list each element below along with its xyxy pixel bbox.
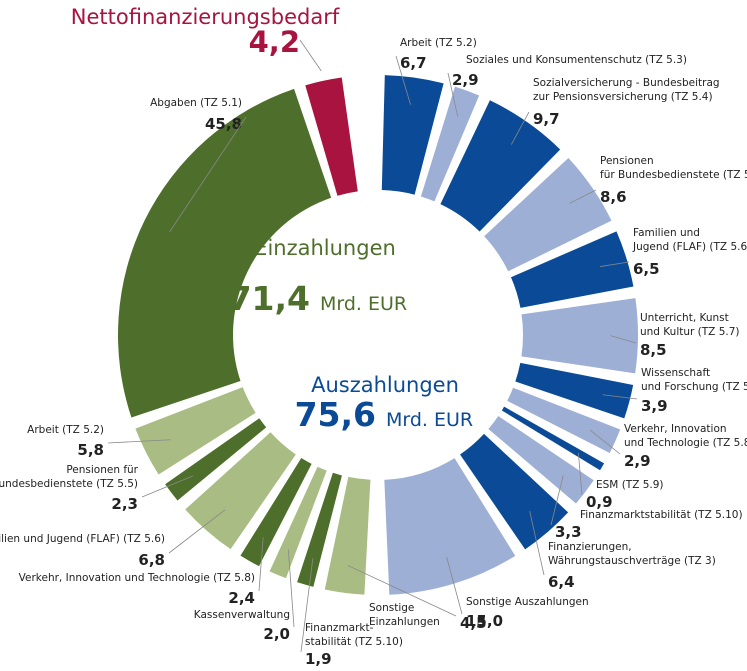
segment <box>324 476 371 595</box>
segment <box>118 88 332 418</box>
leader-line <box>510 111 530 145</box>
value-label: 8,6 <box>600 188 627 206</box>
leader-line <box>447 72 459 117</box>
leader-line <box>300 558 314 653</box>
segment-label: Sonstige Einzahlungen <box>369 602 440 628</box>
value-label: 45,8 <box>205 115 242 133</box>
segment <box>440 100 561 232</box>
value-label: 2,4 <box>228 589 255 607</box>
segment <box>420 86 480 202</box>
leader-line <box>446 557 463 615</box>
segment <box>507 387 621 453</box>
leader-line <box>287 549 295 628</box>
segment-label: Kassenverwaltung <box>194 609 290 621</box>
segment <box>384 458 516 595</box>
segment-label: Unterricht, Kunst und Kultur (TZ 5.7) <box>640 312 740 338</box>
value-label: 8,5 <box>640 341 667 359</box>
segment <box>135 387 256 475</box>
income-title: Einzahlungen <box>254 236 396 260</box>
segment <box>521 298 639 374</box>
segment <box>240 458 312 567</box>
leader-line <box>577 452 583 496</box>
leader-line <box>141 475 194 498</box>
value-label: 6,8 <box>138 551 165 569</box>
value-label: 9,7 <box>533 110 560 128</box>
leader-line <box>550 475 564 526</box>
income-total: 71,4 <box>229 279 310 318</box>
segment-label: Abgaben (TZ 5.1) <box>150 97 242 109</box>
segments <box>118 75 639 595</box>
leader-line <box>168 509 226 554</box>
expense-total: 75,6 <box>295 395 376 434</box>
expense-unit: Mrd. EUR <box>386 409 473 431</box>
segment <box>297 472 342 587</box>
value-label: 15,0 <box>466 612 503 630</box>
leader-line <box>569 189 597 204</box>
deficit-title: Nettofinanzierungsbedarf <box>71 5 340 29</box>
segment <box>484 157 612 272</box>
value-label: 6,7 <box>400 54 427 72</box>
segment <box>269 466 327 579</box>
segment <box>488 415 594 504</box>
labels: Arbeit (TZ 5.2) 6,7 Soziales und Konsument… <box>0 37 747 668</box>
segment-label: Finanzierungen, Währungstauschverträge (T… <box>548 541 716 567</box>
segment-label: Arbeit (TZ 5.2) <box>400 37 477 49</box>
segment-label: Familien und Jugend (FLAF) (TZ 5.6) <box>632 227 747 253</box>
segment-label: Finanzmarkt-stabilität (TZ 5.10) <box>305 622 403 648</box>
value-label: 3,9 <box>641 397 668 415</box>
segment-label: Finanzmarktstabilität (TZ 5.10) <box>580 509 743 521</box>
leader-line <box>347 565 457 617</box>
segment <box>515 362 634 419</box>
leader-line <box>395 55 411 105</box>
segment-label: Arbeit (TZ 5.2) <box>27 424 104 436</box>
segment <box>165 418 267 501</box>
segment-label: Verkehr, Innovation und Technologie (TZ … <box>19 572 255 584</box>
segment <box>460 433 569 550</box>
segment-label: Verkehr, Innovation und Technologie (TZ 5… <box>624 423 747 449</box>
value-label: 6,5 <box>633 260 660 278</box>
segment-label: Soziales und Konsumentenschutz (TZ 5.3) <box>466 54 687 66</box>
value-label: 2,9 <box>624 452 651 470</box>
segment <box>510 231 634 308</box>
value-label: 1,9 <box>305 650 332 668</box>
segment-label: Sozialversicherung - Bundesbeitrag zur Pe… <box>533 77 720 103</box>
value-label: 0,9 <box>586 493 613 511</box>
segment-label: ESM (TZ 5.9) <box>596 479 664 491</box>
segment <box>305 77 358 196</box>
leader-line <box>299 39 322 72</box>
value-label: 6,4 <box>548 573 575 591</box>
leader-line <box>169 116 247 233</box>
value-label: 2,0 <box>263 625 290 643</box>
segment-label: Pensionen für Bundesbedienstete (TZ 5.5) <box>0 464 139 490</box>
leader-line <box>107 439 171 444</box>
deficit-value: 4,2 <box>249 25 300 59</box>
leader-line <box>600 261 630 267</box>
value-label: 4,5 <box>460 614 487 632</box>
segment-label: Familien und Jugend (FLAF) (TZ 5.6) <box>0 533 165 545</box>
value-label: 2,9 <box>452 71 479 89</box>
leader-line <box>610 335 637 344</box>
leader-line <box>529 511 545 576</box>
value-label: 5,8 <box>77 441 104 459</box>
leader-line <box>589 429 621 455</box>
leader-line <box>602 394 638 400</box>
segment <box>381 75 444 195</box>
value-label: 3,3 <box>555 523 582 541</box>
segment <box>185 432 296 550</box>
expense-title: Auszahlungen <box>311 373 459 397</box>
leader-line <box>258 537 264 592</box>
income-unit: Mrd. EUR <box>320 293 407 315</box>
segment-label: Sonstige Auszahlungen <box>466 596 589 608</box>
value-label: 2,3 <box>111 495 138 513</box>
